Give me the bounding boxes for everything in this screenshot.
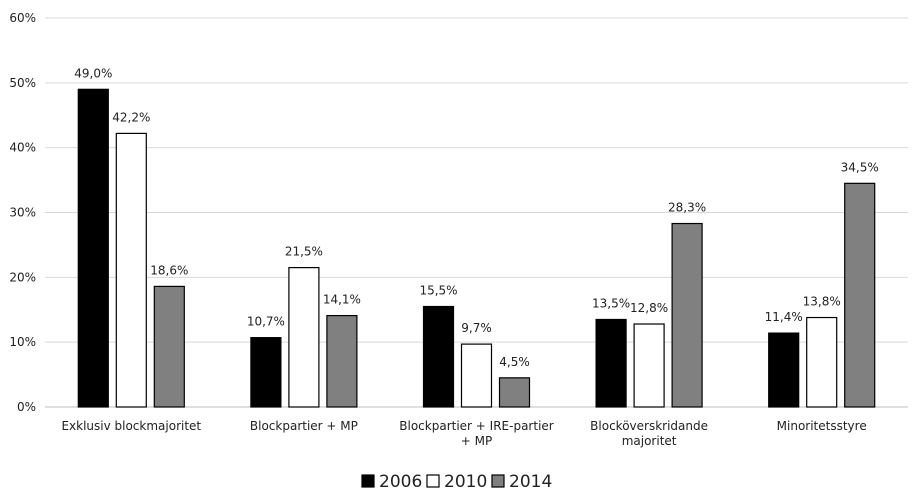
y-tick-label: 30% <box>9 206 36 220</box>
bar-2010 <box>806 316 838 408</box>
x-category-label: Blockpartier + IRE-partier <box>399 419 554 433</box>
data-label: 18,6% <box>150 263 188 277</box>
bar-2010 <box>633 323 665 408</box>
data-label: 11,4% <box>765 310 803 324</box>
data-label: 49,0% <box>74 66 112 80</box>
data-label: 14,1% <box>323 293 361 307</box>
bar-2014 <box>671 222 703 408</box>
y-tick-label: 0% <box>17 400 36 414</box>
legend-label: 2010 <box>444 472 487 492</box>
x-category-label: Blockpartier + MP <box>250 419 358 433</box>
bar-2010 <box>288 267 320 408</box>
legend-swatch <box>491 474 505 488</box>
bar-2010 <box>460 343 493 408</box>
y-tick-label: 10% <box>9 335 36 349</box>
data-label: 42,2% <box>112 110 150 124</box>
legend-label: 2006 <box>379 472 422 492</box>
data-label: 21,5% <box>285 245 323 259</box>
data-label: 13,8% <box>803 295 841 309</box>
data-label: 9,7% <box>461 321 492 335</box>
x-category-label: + MP <box>461 434 492 448</box>
bar-2014 <box>844 182 876 408</box>
bar-2006 <box>77 88 109 408</box>
bar-2014 <box>153 285 185 408</box>
bar-2014 <box>498 377 531 408</box>
legend-swatch <box>361 474 375 488</box>
data-label: 10,7% <box>247 315 285 329</box>
data-label: 12,8% <box>630 301 668 315</box>
y-tick-label: 40% <box>9 141 36 155</box>
bar-2006 <box>768 332 800 408</box>
legend-swatch <box>426 474 440 488</box>
y-tick-label: 60% <box>9 11 36 25</box>
x-category-label: Minoritetsstyre <box>777 419 867 433</box>
bar-2006 <box>250 337 282 408</box>
data-label: 4,5% <box>499 355 530 369</box>
bar-2006 <box>595 318 627 408</box>
x-category-label: majoritet <box>622 434 677 448</box>
y-tick-label: 20% <box>9 270 36 284</box>
data-label: 34,5% <box>841 160 879 174</box>
bar-2014 <box>326 314 358 408</box>
y-tick-label: 50% <box>9 76 36 90</box>
x-category-label: Exklusiv blockmajoritet <box>61 419 201 433</box>
bar-2006 <box>422 305 455 408</box>
x-category-label: Blocköverskridande <box>590 419 708 433</box>
legend-label: 2014 <box>509 472 552 492</box>
data-label: 15,5% <box>419 284 457 298</box>
data-label: 28,3% <box>668 201 706 215</box>
data-label: 13,5% <box>592 296 630 310</box>
bar-2010 <box>115 132 147 408</box>
